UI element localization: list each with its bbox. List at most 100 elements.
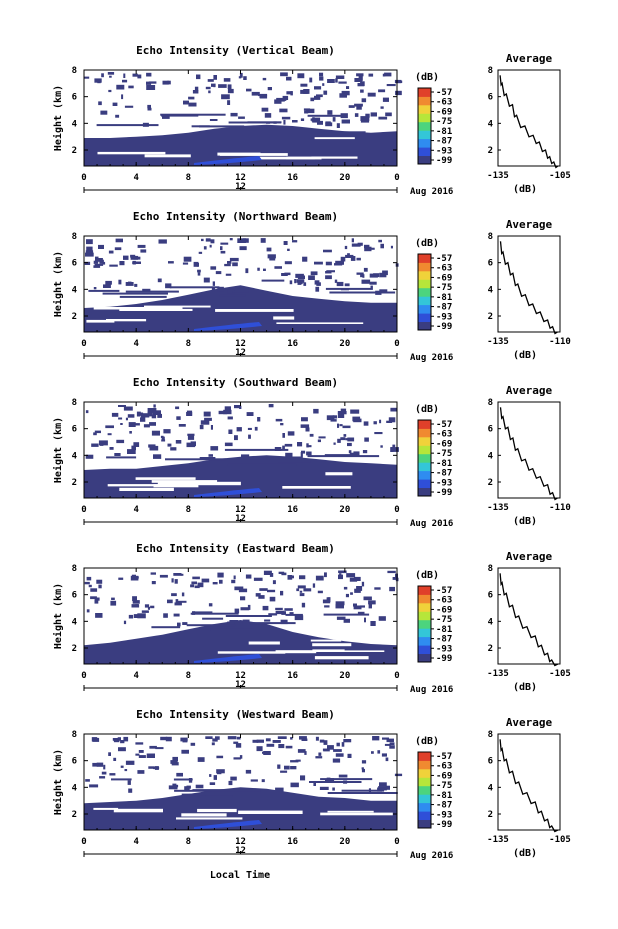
- colorbar-tick-label: -87: [436, 469, 452, 479]
- colorbar-swatch: [418, 313, 431, 322]
- echo-gap: [144, 305, 211, 308]
- colorbar-tick-label: -63: [436, 762, 452, 772]
- x-tick-label: 0: [81, 339, 86, 349]
- echo-fleck: [301, 417, 308, 422]
- echo-fleck: [361, 768, 365, 773]
- echo-fleck: [93, 287, 97, 290]
- echo-fleck: [115, 238, 123, 243]
- echo-fleck: [299, 736, 307, 740]
- echo-fleck: [371, 751, 374, 754]
- echo-core: [194, 654, 262, 663]
- echo-fleck: [242, 619, 250, 625]
- echo-fleck: [227, 621, 235, 626]
- echo-fleck: [205, 86, 211, 90]
- colorbar-swatch: [418, 270, 431, 280]
- echo-fleck: [151, 581, 156, 585]
- echo-fleck: [173, 573, 182, 576]
- echo-fleck: [261, 107, 269, 112]
- echo-fleck: [227, 88, 234, 94]
- echo-fleck: [201, 578, 210, 583]
- echo-fleck: [146, 85, 156, 90]
- echo-fleck: [163, 429, 171, 434]
- echo-fleck: [98, 244, 104, 249]
- echo-fleck: [365, 113, 370, 118]
- echo-fleck: [127, 449, 136, 454]
- echo-fleck: [155, 747, 164, 750]
- echo-fleck: [109, 773, 116, 776]
- colorbar-tick-label: -93: [436, 312, 452, 322]
- echo-fleck: [178, 600, 187, 603]
- echo-fleck: [354, 78, 363, 82]
- echo-fleck: [253, 577, 263, 581]
- echo-fleck: [264, 113, 272, 118]
- profile-title: Average: [506, 550, 553, 563]
- echo-gap: [151, 480, 218, 483]
- echo-fleck: [111, 412, 119, 417]
- colorbar-swatch: [418, 479, 431, 488]
- echo-fleck: [99, 776, 106, 779]
- echo-fleck: [341, 119, 350, 124]
- echo-fleck: [374, 432, 383, 435]
- x-tick-label: 12: [235, 837, 246, 847]
- echo-fleck: [297, 585, 306, 589]
- echo-streak: [277, 460, 311, 463]
- echo-fleck: [245, 769, 252, 774]
- echo-fleck: [350, 592, 353, 595]
- echo-streak: [169, 286, 220, 289]
- echo-fleck: [332, 787, 335, 791]
- echo-fleck: [263, 751, 271, 755]
- echo-fleck: [183, 100, 189, 105]
- echo-fleck: [308, 275, 315, 280]
- echo-fleck: [135, 423, 140, 426]
- echo-fleck: [303, 89, 310, 94]
- colorbar-tick-label: -75: [436, 283, 452, 293]
- echo-fleck: [373, 273, 380, 278]
- echo-fleck: [215, 736, 220, 740]
- colorbar-tick-label: -93: [436, 644, 452, 654]
- echo-fleck: [283, 119, 286, 125]
- profile-frame: [497, 401, 561, 499]
- y-tick-label: 6: [72, 757, 77, 767]
- echo-fleck: [379, 782, 387, 787]
- echo-fleck: [301, 450, 306, 454]
- echo-streak: [202, 617, 224, 620]
- echo-gap: [197, 808, 237, 813]
- echo-fleck: [340, 408, 347, 413]
- y-tick-label: 6: [72, 259, 77, 269]
- echo-fleck: [347, 753, 352, 758]
- echo-fleck: [211, 287, 215, 292]
- echo-fleck: [336, 281, 344, 287]
- y-tick-label: 8: [72, 398, 77, 408]
- colorbar-tick-label: -57: [436, 586, 452, 596]
- echo-streak: [250, 622, 296, 625]
- echo-fleck: [361, 767, 364, 770]
- echo-fleck: [120, 740, 125, 744]
- echo-fleck: [212, 281, 215, 286]
- colorbar-swatch: [418, 594, 431, 604]
- echo-fleck: [227, 84, 232, 89]
- echo-fleck: [392, 577, 398, 580]
- echo-layer: [84, 787, 397, 830]
- echo-fleck: [332, 117, 336, 122]
- echo-fleck: [133, 442, 140, 447]
- echo-streak: [224, 448, 289, 451]
- echo-fleck: [171, 593, 177, 597]
- echo-fleck: [380, 445, 383, 448]
- x-tick-label: 0: [81, 671, 86, 681]
- echo-fleck: [319, 72, 324, 77]
- profile-y-tick-label: 4: [488, 285, 494, 295]
- echo-streak: [160, 113, 226, 116]
- colorbar-swatch: [418, 462, 431, 472]
- echo-fleck: [245, 574, 252, 579]
- echo-fleck: [304, 110, 309, 114]
- echo-fleck: [364, 246, 372, 252]
- profile-x-tick-label: -135: [487, 835, 509, 845]
- echo-core: [194, 488, 262, 497]
- echo-fleck: [254, 426, 258, 431]
- echo-fleck: [176, 416, 181, 420]
- echo-fleck: [122, 79, 128, 83]
- echo-fleck: [377, 750, 381, 754]
- echo-fleck: [209, 119, 218, 121]
- echo-fleck: [326, 415, 335, 421]
- echo-gap: [144, 154, 191, 158]
